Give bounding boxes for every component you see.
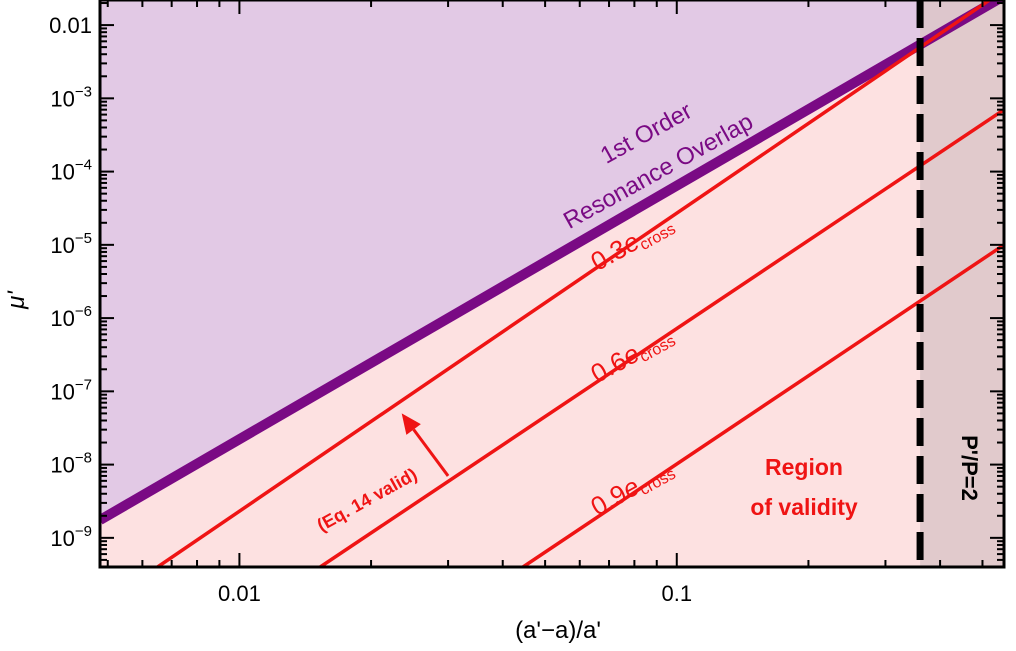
series-layer: [100, 0, 1004, 567]
y-axis-label: μ': [3, 290, 30, 310]
series-line-0-9e-cross: [522, 243, 1004, 567]
arrow-head: [401, 413, 421, 435]
y-tick-label: 10−6: [50, 303, 92, 331]
period-ratio-label: P'/P=2: [957, 435, 982, 501]
y-tick-label: 0.01: [49, 13, 92, 38]
y-tick-label: 10−4: [50, 157, 92, 185]
arrow-shaft: [412, 428, 450, 477]
series-line-1st-order-resonance-overlap: [100, 0, 1004, 525]
region-label-line1: Region: [765, 454, 843, 480]
region-label-line2: of validity: [750, 494, 858, 520]
x-tick-label: 0.1: [661, 581, 692, 606]
plot-area: [100, 0, 1004, 567]
series-line-0-6e-cross: [319, 108, 1004, 567]
y-tick-label: 10−3: [50, 83, 92, 111]
series-line-0-3e-cross: [156, 0, 993, 567]
overlap-region: [100, 0, 1004, 521]
validity-region: [100, 0, 1004, 567]
beyond-period-ratio-region: [920, 0, 1004, 567]
ticks-layer: 0.01 0.1 10−9 10−8 10−7 10−6 10−5 10−4 10−3 0.01: [49, 0, 1004, 606]
y-tick-label: 10−8: [50, 450, 92, 478]
y-tick-label: 10−7: [50, 376, 92, 404]
validity-arrow: [401, 413, 450, 477]
y-tick-label: 10−5: [50, 230, 92, 258]
x-axis-label: (a'−a)/a': [515, 617, 601, 644]
x-tick-label: 0.01: [218, 581, 261, 606]
y-tick-label: 10−9: [50, 523, 92, 551]
